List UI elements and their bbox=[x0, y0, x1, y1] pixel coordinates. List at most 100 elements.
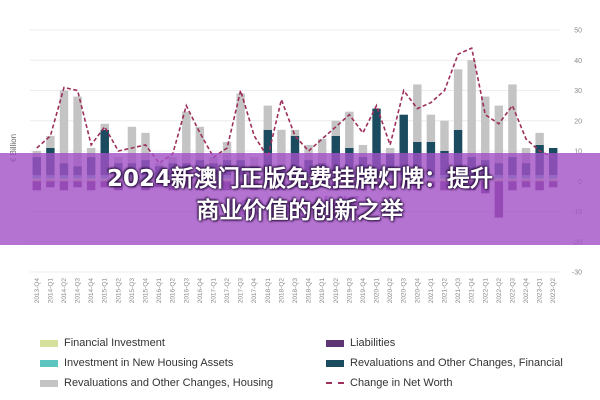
x-tick-label: 2017-Q4 bbox=[251, 278, 258, 304]
bar-revaluations-housing bbox=[290, 129, 300, 136]
x-tick-label: 2019-Q3 bbox=[346, 278, 353, 304]
x-tick-label: 2015-Q3 bbox=[129, 278, 136, 304]
x-tick-label: 2015-Q4 bbox=[143, 278, 150, 304]
banner-watermark: 2023十大版 bbox=[239, 195, 361, 220]
x-tick-label: 2014-Q2 bbox=[61, 278, 68, 304]
x-tick-label: 2022-Q4 bbox=[523, 278, 530, 304]
bar-revaluations-financial bbox=[263, 129, 273, 176]
bar-revaluations-housing bbox=[508, 84, 517, 158]
bar-revaluations-housing bbox=[73, 96, 82, 167]
legend-label: Revaluations and Other Changes, Housing bbox=[64, 377, 274, 389]
y-tick-label: 30 bbox=[574, 88, 582, 95]
bar-revaluations-housing bbox=[345, 111, 354, 148]
bar-revaluations-housing bbox=[358, 144, 368, 158]
x-tick-label: 2020-Q4 bbox=[414, 278, 421, 304]
bar-revaluations-housing bbox=[467, 60, 476, 158]
legend-item-net-worth: Change in Net Worth bbox=[326, 373, 453, 393]
bar-revaluations-housing bbox=[100, 123, 109, 130]
legend-swatch bbox=[326, 339, 344, 347]
bar-revaluations-housing bbox=[426, 114, 436, 142]
legend-item-revaluations-financial: Revaluations and Other Changes, Financia… bbox=[326, 353, 563, 373]
legend-swatch bbox=[40, 339, 58, 347]
bar-revaluations-financial bbox=[372, 108, 381, 176]
bar-revaluations-financial bbox=[453, 129, 463, 176]
bar-revaluations-housing bbox=[277, 129, 286, 167]
bar-revaluations-housing bbox=[236, 93, 245, 161]
x-tick-label: 2018-Q4 bbox=[306, 278, 313, 304]
x-tick-label: 2020-Q1 bbox=[374, 278, 381, 304]
x-tick-label: 2017-Q2 bbox=[224, 278, 231, 304]
x-tick-label: 2013-Q4 bbox=[34, 278, 41, 304]
x-tick-label: 2022-Q1 bbox=[482, 278, 489, 304]
bar-revaluations-housing bbox=[86, 147, 96, 158]
y-tick-label: 10 bbox=[574, 149, 582, 156]
x-tick-label: 2019-Q4 bbox=[360, 278, 367, 304]
bar-revaluations-housing bbox=[494, 105, 504, 164]
bar-revaluations-financial bbox=[399, 114, 408, 176]
x-tick-label: 2023-Q2 bbox=[550, 278, 557, 304]
x-tick-label: 2021-Q2 bbox=[442, 278, 449, 304]
bar-revaluations-housing bbox=[195, 126, 205, 161]
x-tick-label: 2015-Q2 bbox=[115, 278, 122, 304]
bar-revaluations-housing bbox=[535, 132, 544, 145]
legend-item-liabilities: Liabilities bbox=[326, 333, 395, 353]
bar-revaluations-housing bbox=[453, 69, 463, 130]
x-tick-label: 2021-Q3 bbox=[455, 278, 462, 304]
x-tick-label: 2022-Q2 bbox=[496, 278, 503, 304]
x-tick-label: 2019-Q2 bbox=[333, 278, 340, 304]
bar-revaluations-financial bbox=[100, 129, 109, 176]
bar-revaluations-housing bbox=[141, 132, 150, 161]
x-tick-label: 2023-Q1 bbox=[537, 278, 544, 304]
x-tick-label: 2021-Q4 bbox=[469, 278, 476, 304]
legend-dash-swatch bbox=[326, 382, 344, 384]
bar-revaluations-housing bbox=[182, 111, 191, 164]
bar-revaluations-housing bbox=[481, 96, 490, 161]
bar-revaluations-housing bbox=[263, 105, 273, 130]
bar-revaluations-housing bbox=[317, 138, 327, 164]
y-tick-label: 40 bbox=[574, 58, 582, 65]
bar-revaluations-housing bbox=[127, 126, 137, 164]
legend-label: Financial Investment bbox=[64, 337, 165, 349]
legend-label: Revaluations and Other Changes, Financia… bbox=[350, 357, 563, 369]
bar-revaluations-housing bbox=[222, 141, 232, 161]
x-tick-label: 2016-Q3 bbox=[183, 278, 190, 304]
bar-revaluations-housing bbox=[331, 120, 340, 136]
banner-title-line1: 2024新澳门正版免费挂牌灯牌：提升 bbox=[106, 166, 493, 192]
y-tick-label: 20 bbox=[574, 118, 582, 125]
x-tick-label: 2016-Q1 bbox=[156, 278, 163, 304]
x-tick-label: 2018-Q1 bbox=[265, 278, 272, 304]
bar-revaluations-housing bbox=[413, 84, 422, 142]
x-tick-label: 2014-Q1 bbox=[47, 278, 54, 304]
x-tick-label: 2016-Q4 bbox=[197, 278, 204, 304]
x-tick-label: 2016-Q2 bbox=[170, 278, 177, 304]
bar-revaluations-housing bbox=[59, 90, 69, 164]
bar-revaluations-housing bbox=[440, 120, 449, 151]
x-tick-label: 2014-Q4 bbox=[88, 278, 95, 304]
x-tick-label: 2020-Q3 bbox=[401, 278, 408, 304]
banner-title: 2024新澳门正版免费挂牌灯牌：提升 商业价值的创新之举 bbox=[20, 163, 580, 227]
legend-swatch bbox=[40, 359, 58, 367]
x-tick-label: 2018-Q2 bbox=[278, 278, 285, 304]
legend-swatch bbox=[40, 379, 58, 387]
y-axis-label: € Billion bbox=[9, 134, 18, 162]
legend-item-new-housing: Investment in New Housing Assets bbox=[40, 353, 233, 373]
y-tick-label: 50 bbox=[574, 28, 582, 35]
x-tick-label: 2022-Q3 bbox=[509, 278, 516, 304]
legend-label: Liabilities bbox=[350, 337, 396, 349]
bar-revaluations-housing bbox=[385, 147, 395, 155]
x-tick-label: 2018-Q3 bbox=[292, 278, 299, 304]
x-tick-label: 2021-Q1 bbox=[428, 278, 435, 304]
x-tick-label: 2015-Q1 bbox=[102, 278, 109, 304]
banner-title-line2: 商业价值的创新之举 bbox=[196, 198, 404, 224]
bar-revaluations-housing bbox=[304, 144, 313, 161]
x-ticks: 2013-Q4 2014-Q1 2014-Q2 2014-Q3 2014-Q4 2015-… bbox=[34, 278, 557, 304]
x-tick-label: 2017-Q1 bbox=[211, 278, 218, 304]
legend: Financial Investment Liabilities Investm… bbox=[0, 330, 600, 400]
x-tick-label: 2020-Q2 bbox=[387, 278, 394, 304]
legend-label: Change in Net Worth bbox=[350, 377, 453, 389]
legend-label: Investment in New Housing Assets bbox=[64, 357, 234, 369]
bar-revaluations-housing bbox=[46, 135, 55, 148]
legend-swatch bbox=[326, 359, 344, 367]
title-banner bbox=[0, 153, 600, 245]
x-tick-label: 2019-Q1 bbox=[319, 278, 326, 304]
